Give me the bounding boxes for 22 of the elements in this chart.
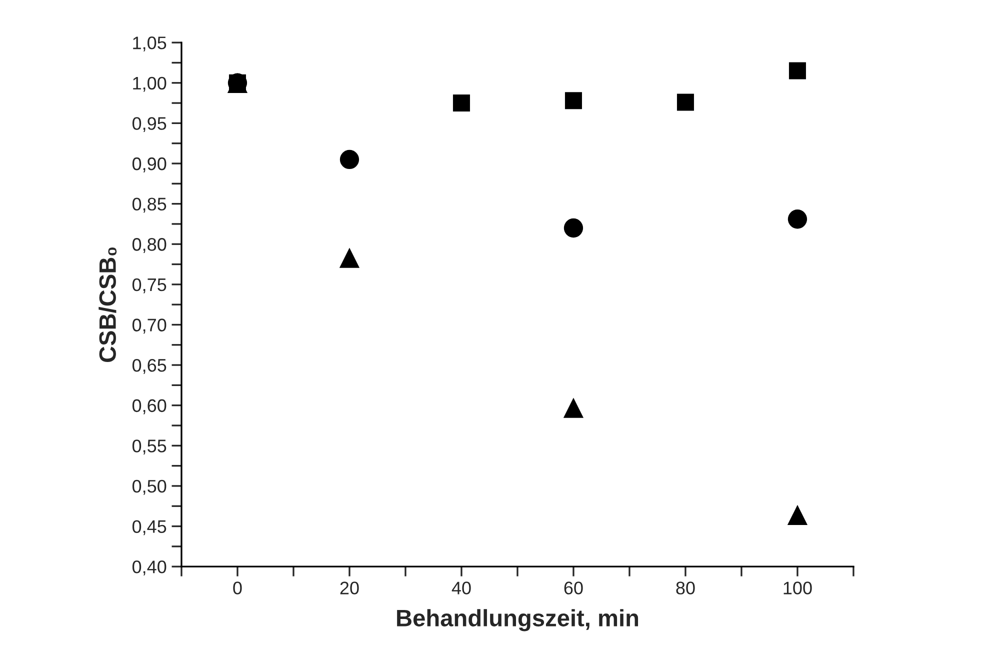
y-tick-label: 0,45 bbox=[132, 520, 166, 536]
y-tick-label: 0,85 bbox=[132, 198, 166, 213]
y-tick-label: 0,60 bbox=[132, 399, 166, 414]
x-tick-label: 40 bbox=[452, 582, 471, 594]
y-tick-label: 0,40 bbox=[132, 560, 166, 576]
x-tick-label: 100 bbox=[784, 582, 812, 594]
y-tick-label: 0,95 bbox=[132, 117, 166, 132]
y-tick-label: 0,75 bbox=[132, 278, 166, 294]
x-tick-label: 80 bbox=[676, 582, 695, 594]
y-tick-label: 0,80 bbox=[132, 238, 166, 253]
y-tick-label: 0,65 bbox=[132, 358, 166, 374]
y-tick-label: 0,50 bbox=[132, 480, 166, 495]
x-tick-label: 60 bbox=[564, 582, 583, 594]
y-tick-label: 0,90 bbox=[132, 157, 166, 172]
x-axis-title: Behandlungszeit, min bbox=[397, 609, 638, 632]
y-axis-title: CSB/CSB₀ bbox=[98, 247, 117, 362]
x-tick-label: 20 bbox=[340, 582, 359, 594]
y-tick-label: 1,00 bbox=[133, 76, 166, 92]
x-tick-label: 0 bbox=[233, 582, 242, 594]
y-tick-label: 0,55 bbox=[132, 440, 166, 455]
y-tick-label: 0,70 bbox=[132, 318, 166, 334]
y-tick-label: 1,05 bbox=[133, 36, 166, 52]
